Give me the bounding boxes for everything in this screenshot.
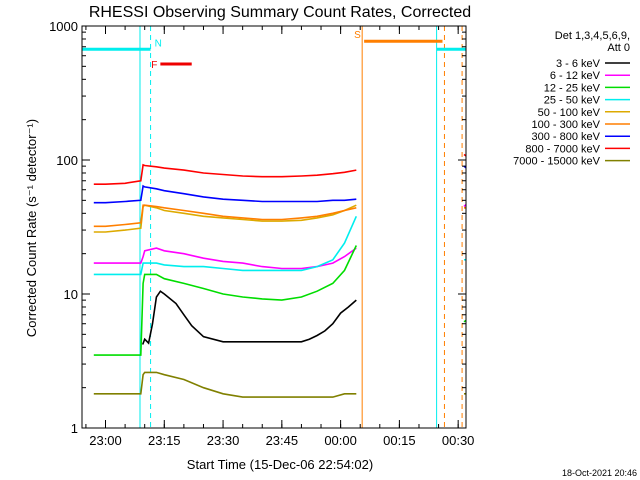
x-tick-label: 00:00 <box>324 433 357 448</box>
series-line-late-1 <box>463 203 466 208</box>
y-axis-label-text: Corrected Count Rate (s⁻¹ detector⁻¹) <box>24 119 39 337</box>
plot-frame <box>81 25 467 429</box>
series-line-8 <box>93 371 357 398</box>
y-tick-label: 10 <box>64 287 78 302</box>
legend-header-line-2: Att 0 <box>607 42 630 54</box>
y-tick-label: 1000 <box>49 19 78 34</box>
y-tick-label: 1 <box>71 421 78 436</box>
legend-label-0: 3 - 6 keV <box>556 58 601 70</box>
legend-label-3: 25 - 50 keV <box>544 95 601 107</box>
x-tick-label: 23:30 <box>207 433 240 448</box>
x-tick-label: 00:15 <box>383 433 416 448</box>
footer-date: 18-Oct-2021 20:46 <box>562 468 637 478</box>
series-line-late-7 <box>463 153 466 157</box>
x-axis-label: Start Time (15-Dec-06 22:54:02) <box>187 457 373 472</box>
series-line-3 <box>93 215 358 276</box>
legend-label-5: 100 - 300 keV <box>532 119 601 131</box>
plot-area: NF S <box>82 26 466 428</box>
series-line-6 <box>93 184 357 204</box>
series-line-2 <box>93 245 358 356</box>
series-line-0 <box>141 290 357 345</box>
series-line-1 <box>93 247 357 270</box>
legend-label-7: 800 - 7000 keV <box>525 143 600 155</box>
flag-label-F: F <box>151 60 157 71</box>
x-tick-label: 23:15 <box>148 433 181 448</box>
series-line-5 <box>93 204 357 228</box>
chart-title: RHESSI Observing Summary Count Rates, Co… <box>89 4 471 21</box>
legend-label-6: 300 - 800 keV <box>532 131 601 143</box>
y-axis-label: Corrected Count Rate (s⁻¹ detector⁻¹) <box>24 119 39 337</box>
axes: 1 10 100 1000 23:00 23:15 23:30 23:45 00:00 00:15… <box>49 19 474 448</box>
flag-label-N: N <box>155 38 162 49</box>
x-tick-label: 23:00 <box>89 433 122 448</box>
series-line-7 <box>93 163 357 185</box>
legend-label-8: 7000 - 15000 keV <box>513 156 601 168</box>
series-line-4 <box>93 204 357 233</box>
y-tick-label: 100 <box>56 153 78 168</box>
x-tick-label: 23:45 <box>266 433 299 448</box>
legend-label-1: 6 - 12 keV <box>550 70 601 82</box>
legend-label-4: 50 - 100 keV <box>538 107 601 119</box>
series-line-late-2 <box>463 319 466 323</box>
flag-label-S: S <box>354 30 361 41</box>
x-tick-label: 00:30 <box>442 433 475 448</box>
series-line-late-6 <box>463 165 466 169</box>
legend-label-2: 12 - 25 keV <box>544 82 601 94</box>
legend-header-line-1: Det 1,3,4,5,6,9, <box>555 30 630 42</box>
